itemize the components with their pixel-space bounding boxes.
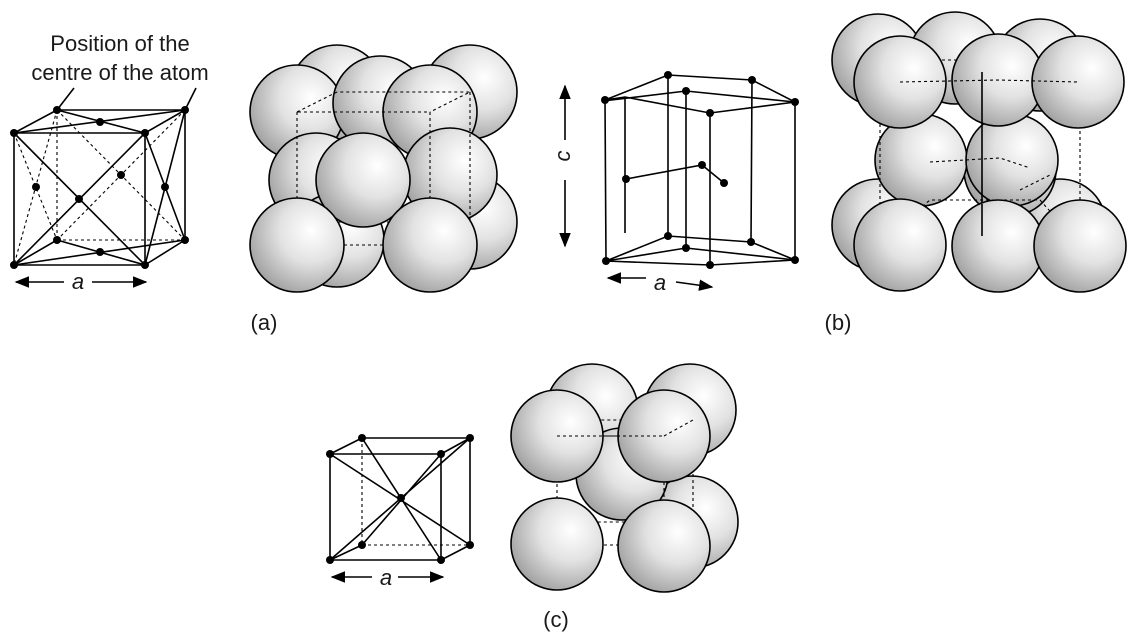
annotation-line1: Position of the	[50, 31, 189, 56]
hcp-top-face	[602, 74, 798, 114]
annotation-leader-right	[184, 87, 197, 111]
hcp-bottom-face	[605, 235, 796, 266]
bcc-unit-cell: a	[326, 434, 474, 590]
dimension-a2-label: a	[654, 270, 666, 295]
hcp-unit-cell: c a	[550, 71, 799, 295]
fcc-sphere-model: (a)	[249, 44, 518, 335]
bcc-sphere-model: (c)	[510, 363, 739, 632]
dimension-a2-arrow-right	[675, 279, 714, 291]
hcp-vertical-edges	[604, 75, 796, 265]
bcc-back-edges	[361, 438, 470, 546]
annotation-leader-left	[56, 87, 75, 111]
dimension-a-label: a	[72, 269, 84, 294]
bcc-atom-centres	[326, 434, 474, 564]
fcc-atom-centres	[10, 106, 189, 269]
fcc-back-edges	[56, 110, 185, 241]
dimension-a3-label: a	[380, 565, 392, 590]
panel-label-c: (c)	[543, 607, 569, 632]
hcp-top-links	[899, 79, 1079, 83]
panel-label-b: (b)	[825, 310, 852, 335]
fcc-unit-cell: Position of the centre of the atom a	[10, 31, 209, 294]
panel-label-a: (a)	[251, 310, 278, 335]
dimension-c-label: c	[550, 151, 575, 162]
hcp-atom-centres	[601, 71, 799, 269]
annotation-line2: centre of the atom	[31, 60, 208, 85]
hcp-sphere-model: (b)	[825, 11, 1127, 335]
